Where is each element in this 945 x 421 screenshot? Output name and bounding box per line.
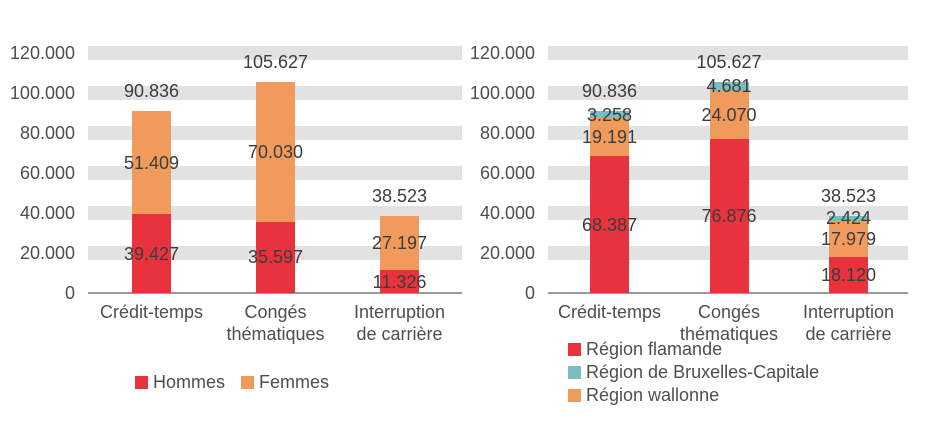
category-label-line: Interruption xyxy=(802,302,895,322)
y-axis-tick-label: 80.000 xyxy=(479,123,535,143)
legend-label: Région de Bruxelles-Capitale xyxy=(586,361,820,382)
category-label: Crédit-temps xyxy=(82,301,222,323)
legend: Hommes Femmes xyxy=(32,372,432,392)
y-axis-tick-label: 100.000 xyxy=(469,83,535,103)
segment-value-label: 27.197 xyxy=(371,233,428,254)
legend-swatch-icon xyxy=(134,375,148,389)
segment-value-label: 35.597 xyxy=(247,247,304,268)
category-label: Congés thématiques xyxy=(206,301,346,345)
y-axis-tick-label: 60.000 xyxy=(479,163,535,183)
segment-value-label: 68.387 xyxy=(581,214,638,235)
segment-value-label: 76.876 xyxy=(701,206,757,227)
segment-value-label: 2.424 xyxy=(825,208,872,229)
legend: Région flamande Région de Bruxelles-Capit… xyxy=(568,339,819,405)
total-value-label: 38.523 xyxy=(820,185,877,206)
bar-segment xyxy=(590,156,629,293)
y-axis-tick-label: 80.000 xyxy=(19,123,75,143)
bar-segment xyxy=(709,81,749,92)
bar-segment xyxy=(590,111,629,118)
legend-label: Femmes xyxy=(259,371,330,392)
category-label-line: thématiques xyxy=(226,324,325,344)
bar-segment xyxy=(829,256,868,293)
y-axis-tick-label: 0 xyxy=(524,283,535,303)
segment-value-label: 70.030 xyxy=(247,141,304,162)
segment-value-label: 11.326 xyxy=(372,271,427,292)
gridline-band xyxy=(88,46,462,60)
y-axis-tick-label: 60.000 xyxy=(19,163,75,183)
bar-segment xyxy=(709,139,749,293)
bar-segment xyxy=(590,117,629,157)
category-label: Congés thématiques xyxy=(659,301,799,345)
bar-segment xyxy=(829,215,868,221)
segment-value-label: 18.120 xyxy=(820,264,877,285)
legend-item: Région wallonne xyxy=(568,385,819,405)
x-axis-line xyxy=(548,292,908,294)
legend-swatch-icon xyxy=(568,342,581,356)
total-value-label: 105.627 xyxy=(242,51,309,72)
y-axis-tick-label: 100.000 xyxy=(9,83,75,103)
legend-item: Région flamande xyxy=(568,339,819,359)
segment-value-label: 51.409 xyxy=(123,152,180,173)
legend-swatch-icon xyxy=(568,365,581,379)
y-axis-tick-label: 120.000 xyxy=(9,43,75,63)
category-label: Interruption de carrière xyxy=(779,301,919,345)
category-label-line: Crédit-temps xyxy=(557,302,662,322)
total-value-label: 90.836 xyxy=(123,81,180,102)
category-label-line: Congés xyxy=(697,302,761,322)
x-axis-line xyxy=(88,292,462,294)
total-value-label: 90.836 xyxy=(581,81,638,102)
total-value-label: 105.627 xyxy=(696,51,762,72)
y-axis-tick-label: 0 xyxy=(64,283,75,303)
segment-value-label: 24.070 xyxy=(701,105,757,126)
segment-value-label: 19.191 xyxy=(581,127,638,148)
segment-value-label: 39.427 xyxy=(123,243,180,264)
category-label-line: thématiques xyxy=(679,324,779,344)
legend-item: Région de Bruxelles-Capitale xyxy=(568,362,819,382)
bar-segment xyxy=(380,270,419,293)
segment-value-label: 3.258 xyxy=(586,104,633,125)
legend-swatch-icon xyxy=(241,375,254,389)
bar-segment xyxy=(256,81,295,222)
bar-segment xyxy=(256,221,295,293)
legend-label: Région wallonne xyxy=(586,384,720,405)
legend-swatch-icon xyxy=(568,388,581,402)
category-label-line: Interruption xyxy=(353,302,446,322)
category-label-line: Crédit-temps xyxy=(99,302,204,322)
legend-label: Région flamande xyxy=(586,338,723,359)
segment-value-label: 17.979 xyxy=(820,228,877,249)
segment-value-label: 4.681 xyxy=(706,76,752,97)
legend-item: Femmes xyxy=(241,372,329,392)
bar-segment xyxy=(132,214,171,293)
y-axis-tick-label: 20.000 xyxy=(479,243,535,263)
y-axis-tick-label: 40.000 xyxy=(19,203,75,223)
gridline-band xyxy=(548,46,908,60)
category-label: Interruption de carrière xyxy=(330,301,470,345)
y-axis-tick-label: 20.000 xyxy=(19,243,75,263)
bar-segment xyxy=(132,111,171,215)
category-label-line: de carrière xyxy=(805,324,892,344)
category-label-line: Congés xyxy=(244,302,307,322)
bar-segment xyxy=(829,220,868,257)
y-axis-tick-label: 40.000 xyxy=(479,203,535,223)
legend-label: Hommes xyxy=(152,371,225,392)
bar-segment xyxy=(380,215,419,271)
y-axis-tick-label: 120.000 xyxy=(469,43,535,63)
legend-item: Hommes xyxy=(134,371,225,392)
category-label: Crédit-temps xyxy=(540,301,680,323)
category-label-line: de carrière xyxy=(356,324,443,344)
total-value-label: 38.523 xyxy=(371,185,428,206)
bar-segment xyxy=(709,91,749,140)
